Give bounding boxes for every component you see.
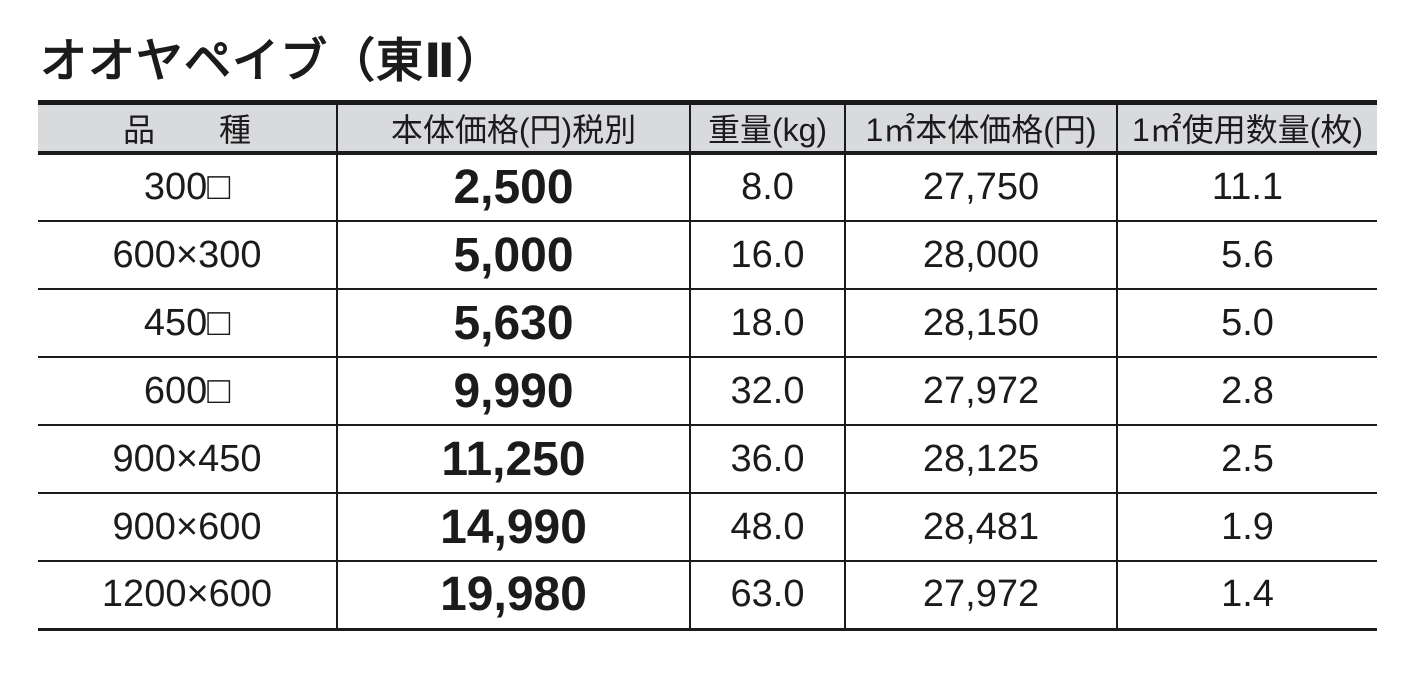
cell-unit-price: 27,750	[844, 153, 1117, 222]
table-row: 1200×600 19,980 63.0 27,972 1.4	[38, 561, 1377, 631]
cell-weight: 18.0	[689, 289, 845, 358]
cell-pieces: 5.0	[1116, 289, 1377, 358]
cell-unit-price: 28,481	[844, 493, 1117, 562]
cell-size: 600×300	[38, 221, 337, 290]
cell-pieces: 2.5	[1116, 425, 1377, 494]
cell-weight: 32.0	[689, 357, 845, 426]
table-row: 900×450 11,250 36.0 28,125 2.5	[38, 425, 1377, 494]
cell-size: 600□	[38, 357, 337, 426]
cell-size: 450□	[38, 289, 337, 358]
cell-weight: 63.0	[689, 561, 845, 631]
cell-unit-price: 27,972	[844, 357, 1117, 426]
cell-pieces: 1.4	[1116, 561, 1377, 631]
cell-unit-price: 28,000	[844, 221, 1117, 290]
cell-price: 11,250	[336, 425, 690, 494]
table-row: 450□ 5,630 18.0 28,150 5.0	[38, 289, 1377, 358]
table-row: 900×600 14,990 48.0 28,481 1.9	[38, 493, 1377, 562]
cell-price: 5,630	[336, 289, 690, 358]
cell-price: 14,990	[336, 493, 690, 562]
cell-price: 9,990	[336, 357, 690, 426]
cell-pieces: 1.9	[1116, 493, 1377, 562]
cell-size: 900×450	[38, 425, 337, 494]
table-row: 600□ 9,990 32.0 27,972 2.8	[38, 357, 1377, 426]
cell-size: 300□	[38, 153, 337, 222]
cell-weight: 36.0	[689, 425, 845, 494]
column-header-price: 本体価格(円)税別	[336, 100, 690, 155]
cell-price: 19,980	[336, 561, 690, 631]
cell-price: 2,500	[336, 153, 690, 222]
cell-pieces: 5.6	[1116, 221, 1377, 290]
cell-weight: 16.0	[689, 221, 845, 290]
column-header-weight: 重量(kg)	[689, 100, 845, 155]
table-row: 300□ 2,500 8.0 27,750 11.1	[38, 153, 1377, 222]
cell-size: 900×600	[38, 493, 337, 562]
page-title: オオヤペイブ（東Ⅱ）	[40, 34, 504, 87]
cell-unit-price: 28,125	[844, 425, 1117, 494]
cell-pieces: 2.8	[1116, 357, 1377, 426]
cell-pieces: 11.1	[1116, 153, 1377, 222]
column-header-pieces: 1㎡使用数量(枚)	[1116, 100, 1377, 155]
cell-unit-price: 27,972	[844, 561, 1117, 631]
cell-weight: 48.0	[689, 493, 845, 562]
cell-size: 1200×600	[38, 561, 337, 631]
table-header-row: 品 種 本体価格(円)税別 重量(kg) 1㎡本体価格(円) 1㎡使用数量(枚)	[38, 100, 1377, 155]
cell-unit-price: 28,150	[844, 289, 1117, 358]
table-row: 600×300 5,000 16.0 28,000 5.6	[38, 221, 1377, 290]
cell-weight: 8.0	[689, 153, 845, 222]
column-header-size: 品 種	[38, 100, 337, 155]
column-header-unit-price: 1㎡本体価格(円)	[844, 100, 1117, 155]
cell-price: 5,000	[336, 221, 690, 290]
price-table: 品 種 本体価格(円)税別 重量(kg) 1㎡本体価格(円) 1㎡使用数量(枚)…	[38, 100, 1377, 631]
